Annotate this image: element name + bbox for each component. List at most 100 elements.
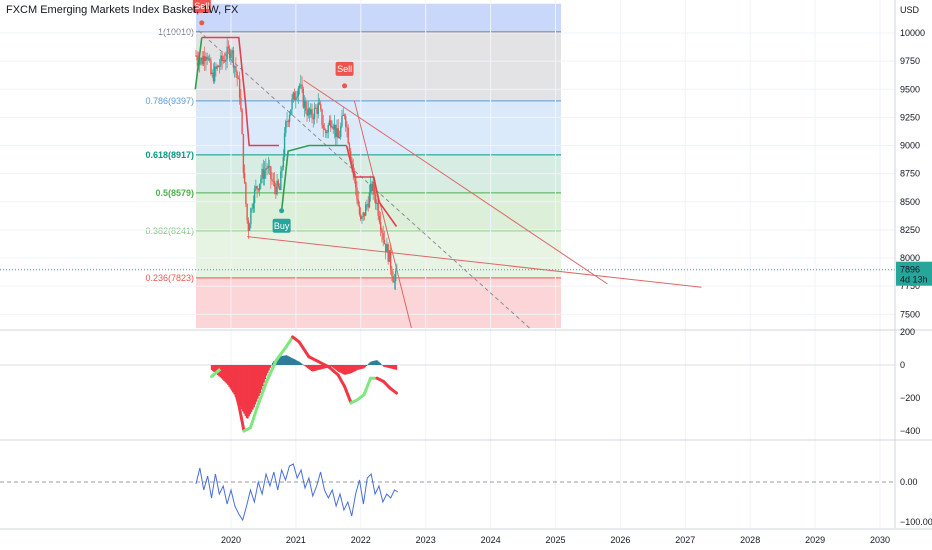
candle-body (306, 111, 308, 116)
candle-body (272, 180, 275, 182)
candle-body (318, 102, 321, 105)
momentum-axis-tick: 0 (900, 360, 905, 370)
candle-body (386, 244, 388, 252)
histogram-bar (210, 365, 213, 370)
candle-body (352, 163, 354, 172)
histogram-bar (349, 365, 351, 374)
candle-body (285, 121, 287, 134)
histogram-bar (360, 365, 363, 369)
histogram-bar (252, 365, 254, 410)
histogram-bar (262, 365, 264, 387)
signal-badge (192, 0, 211, 13)
signal-badge-label: Sell (194, 1, 209, 11)
fib-level-label: 0.618(8917) (145, 150, 194, 160)
candle-body (383, 239, 386, 244)
candle-body (336, 128, 338, 137)
histogram-bar (320, 365, 323, 370)
candle-body (360, 214, 362, 220)
histogram-bar (303, 365, 305, 366)
candle-body (346, 126, 348, 128)
candle-body (227, 46, 230, 49)
signal-line-segment (362, 376, 373, 397)
histogram-bar (345, 365, 348, 375)
candle-body (241, 109, 243, 135)
candle-body (325, 129, 327, 134)
histogram-bar (375, 360, 378, 365)
fib-level-label: 1(10010) (158, 27, 194, 37)
price-axis-tick: 9250 (900, 112, 920, 122)
chart-title: FXCM Emerging Markets Index Basket, 1W, … (6, 4, 239, 16)
histogram-bar (364, 365, 366, 368)
time-axis-tick: 2026 (610, 535, 630, 545)
candle-body (353, 171, 356, 177)
candle-body (377, 202, 379, 216)
signal-line-segment (307, 355, 321, 364)
histogram-bar (281, 355, 284, 365)
histogram-bar (257, 365, 259, 399)
histogram-bar (348, 365, 350, 374)
signal-line-segment (382, 380, 392, 390)
candle-body (347, 127, 349, 144)
candle-body (231, 50, 233, 54)
momentum-axis-tick: −400 (900, 426, 920, 436)
price-axis-tick: 7750 (900, 281, 920, 291)
candle-body (223, 60, 226, 62)
candle-body (232, 50, 235, 68)
candle-body (373, 181, 376, 195)
histogram-bar (243, 365, 245, 414)
candle-body (271, 178, 273, 181)
price-axis-tick: 9500 (900, 84, 920, 94)
candle-body (266, 168, 268, 169)
candle-body (357, 199, 359, 206)
time-axis-tick: 2022 (351, 535, 371, 545)
histogram-bar (308, 365, 310, 370)
candle-body (267, 166, 270, 169)
candle-body (297, 88, 299, 97)
histogram-bar (266, 365, 269, 373)
last-price-value: 7896 (900, 265, 920, 275)
histogram-bar (215, 365, 218, 375)
histogram-bar (343, 365, 345, 375)
histogram-bar (234, 365, 237, 397)
candle-body (321, 109, 323, 125)
supertrend-segment (194, 37, 203, 90)
histogram-bar (255, 365, 258, 402)
fib-zone (196, 230, 561, 278)
candle-body (292, 92, 295, 99)
candle-body (230, 53, 232, 59)
candle-body (303, 101, 306, 108)
histogram-bar (228, 365, 230, 387)
candle-body (250, 208, 252, 225)
histogram-bar (259, 365, 262, 394)
histogram-bar (285, 355, 288, 365)
histogram-bar (304, 365, 307, 367)
candle-body (384, 243, 387, 252)
histogram-bar (265, 365, 268, 376)
time-axis-tick: 2020 (221, 535, 241, 545)
histogram-bar (346, 365, 349, 375)
histogram-bar (341, 365, 344, 374)
histogram-bar (383, 365, 385, 367)
histogram-bar (306, 365, 309, 369)
candle-body (382, 232, 384, 240)
trend-line (353, 100, 412, 329)
histogram-bar (381, 365, 384, 366)
histogram-bar (253, 365, 255, 408)
histogram-bar (334, 365, 336, 370)
time-axis-tick: 2029 (805, 535, 825, 545)
candle-body (226, 46, 228, 60)
candle-body (317, 102, 319, 114)
candle-body (275, 186, 277, 195)
trend-line (303, 79, 608, 285)
candle-body (222, 60, 225, 62)
histogram-bar (244, 365, 247, 416)
candle-body (273, 181, 276, 187)
histogram-bar (384, 365, 386, 368)
histogram-bar (395, 365, 398, 370)
histogram-bar (376, 360, 379, 365)
candle-body (310, 109, 312, 115)
candle-body (201, 57, 203, 65)
histogram-bar (391, 365, 394, 369)
